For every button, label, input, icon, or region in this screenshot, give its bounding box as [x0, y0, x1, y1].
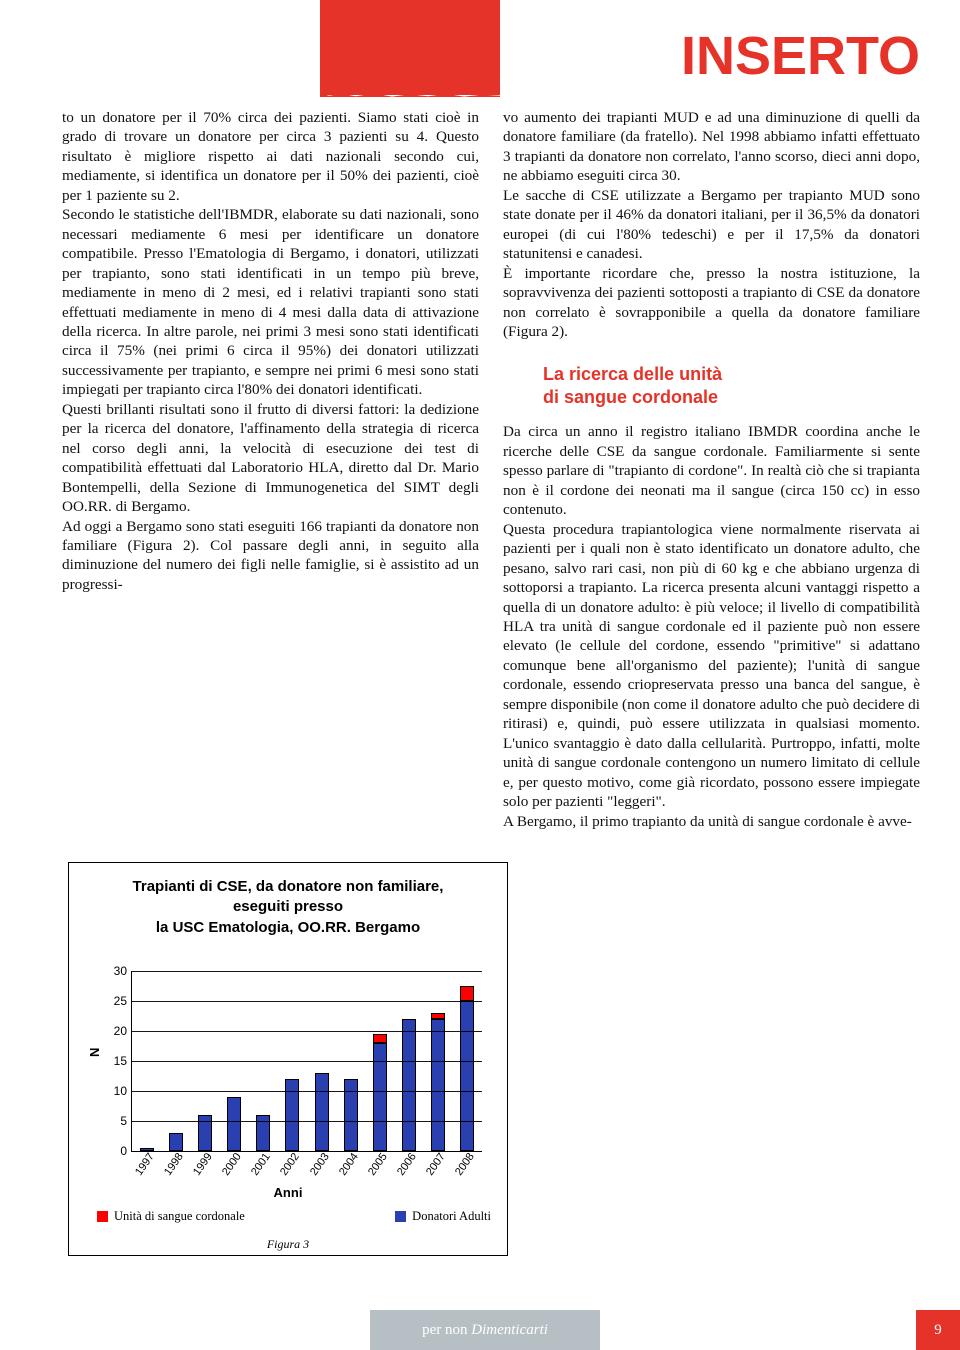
- legend-swatch-adult: [395, 1211, 406, 1222]
- chart-x-tick: 2002: [278, 1151, 302, 1178]
- chart-bar-segment: [227, 1097, 241, 1151]
- chart-gridline: [132, 1061, 482, 1062]
- chart-caption: Figura 3: [69, 1237, 507, 1252]
- chart-x-tick: 2008: [453, 1151, 477, 1178]
- left-paragraph: to un donatore per il 70% circa dei pazi…: [62, 108, 479, 594]
- chart-y-tick: 30: [107, 964, 127, 978]
- page-number: 9: [916, 1310, 960, 1350]
- footer-title: per non Dimenticarti: [370, 1310, 600, 1350]
- legend-label-cord: Unità di sangue cordonale: [114, 1209, 245, 1224]
- chart-y-tick: 10: [107, 1084, 127, 1098]
- chart-bar-segment: [315, 1073, 329, 1151]
- chart-x-tick: 2004: [337, 1151, 361, 1178]
- chart-x-tick: 2000: [220, 1151, 244, 1178]
- header-red-band: [320, 0, 500, 95]
- chart-bar-segment: [169, 1133, 183, 1151]
- footer-italic: Dimenticarti: [471, 1322, 548, 1338]
- chart-y-tick: 0: [107, 1144, 127, 1158]
- chart-gridline: [132, 1001, 482, 1002]
- chart-x-tick: 2001: [249, 1151, 273, 1178]
- page-footer: per non Dimenticarti 9: [0, 1310, 960, 1350]
- right-paragraph-2: Da circa un anno il registro italiano IB…: [503, 422, 920, 831]
- header-inserto-label: INSERTO: [681, 25, 920, 87]
- column-right: vo aumento dei trapianti MUD e ad una di…: [503, 108, 920, 831]
- footer-prefix: per non: [422, 1322, 471, 1338]
- chart-title: Trapianti di CSE, da donatore non famili…: [87, 877, 489, 938]
- chart-gridline: [132, 971, 482, 972]
- chart-x-label: Anni: [69, 1185, 507, 1200]
- right-paragraph-1: vo aumento dei trapianti MUD e ad una di…: [503, 108, 920, 341]
- chart-plot-area: [131, 971, 482, 1152]
- chart-x-tick: 2006: [395, 1151, 419, 1178]
- chart-y-tick: 25: [107, 994, 127, 1008]
- chart-legend: Unità di sangue cordonale Donatori Adult…: [97, 1209, 491, 1224]
- chart-gridline: [132, 1121, 482, 1122]
- chart-x-tick: 2003: [308, 1151, 332, 1178]
- chart-x-tick: 1999: [191, 1151, 215, 1178]
- chart-gridline: [132, 1091, 482, 1092]
- legend-swatch-cord: [97, 1211, 108, 1222]
- section-heading: La ricerca delle unitàdi sangue cordonal…: [543, 363, 920, 408]
- chart-bar-segment: [373, 1034, 387, 1043]
- chart-bar-segment: [431, 1019, 445, 1151]
- chart-x-tick: 2007: [424, 1151, 448, 1178]
- legend-item-cord: Unità di sangue cordonale: [97, 1209, 245, 1224]
- chart-x-tick: 1997: [133, 1151, 157, 1178]
- chart-x-tick: 2005: [366, 1151, 390, 1178]
- chart-gridline: [132, 1031, 482, 1032]
- chart-y-tick: 5: [107, 1114, 127, 1128]
- chart-container: Trapianti di CSE, da donatore non famili…: [68, 862, 508, 1256]
- chart-bar-segment: [460, 1001, 474, 1151]
- chart-bar-segment: [460, 986, 474, 1001]
- chart-bar-segment: [285, 1079, 299, 1151]
- chart-y-label: N: [87, 1048, 102, 1057]
- column-left: to un donatore per il 70% circa dei pazi…: [62, 108, 479, 831]
- chart-bar-segment: [373, 1043, 387, 1151]
- chart-bar-segment: [431, 1013, 445, 1019]
- chart-y-tick: 20: [107, 1024, 127, 1038]
- page: INSERTO to un donatore per il 70% circa …: [0, 0, 960, 1350]
- section-heading-line1: La ricerca delle unitàdi sangue cordonal…: [543, 364, 722, 407]
- chart-bar-segment: [402, 1019, 416, 1151]
- chart-y-tick: 15: [107, 1054, 127, 1068]
- chart-x-tick: 1998: [162, 1151, 186, 1178]
- legend-label-adult: Donatori Adulti: [412, 1209, 491, 1224]
- chart-bar-segment: [344, 1079, 358, 1151]
- legend-item-adult: Donatori Adulti: [395, 1209, 491, 1224]
- text-columns: to un donatore per il 70% circa dei pazi…: [62, 108, 920, 831]
